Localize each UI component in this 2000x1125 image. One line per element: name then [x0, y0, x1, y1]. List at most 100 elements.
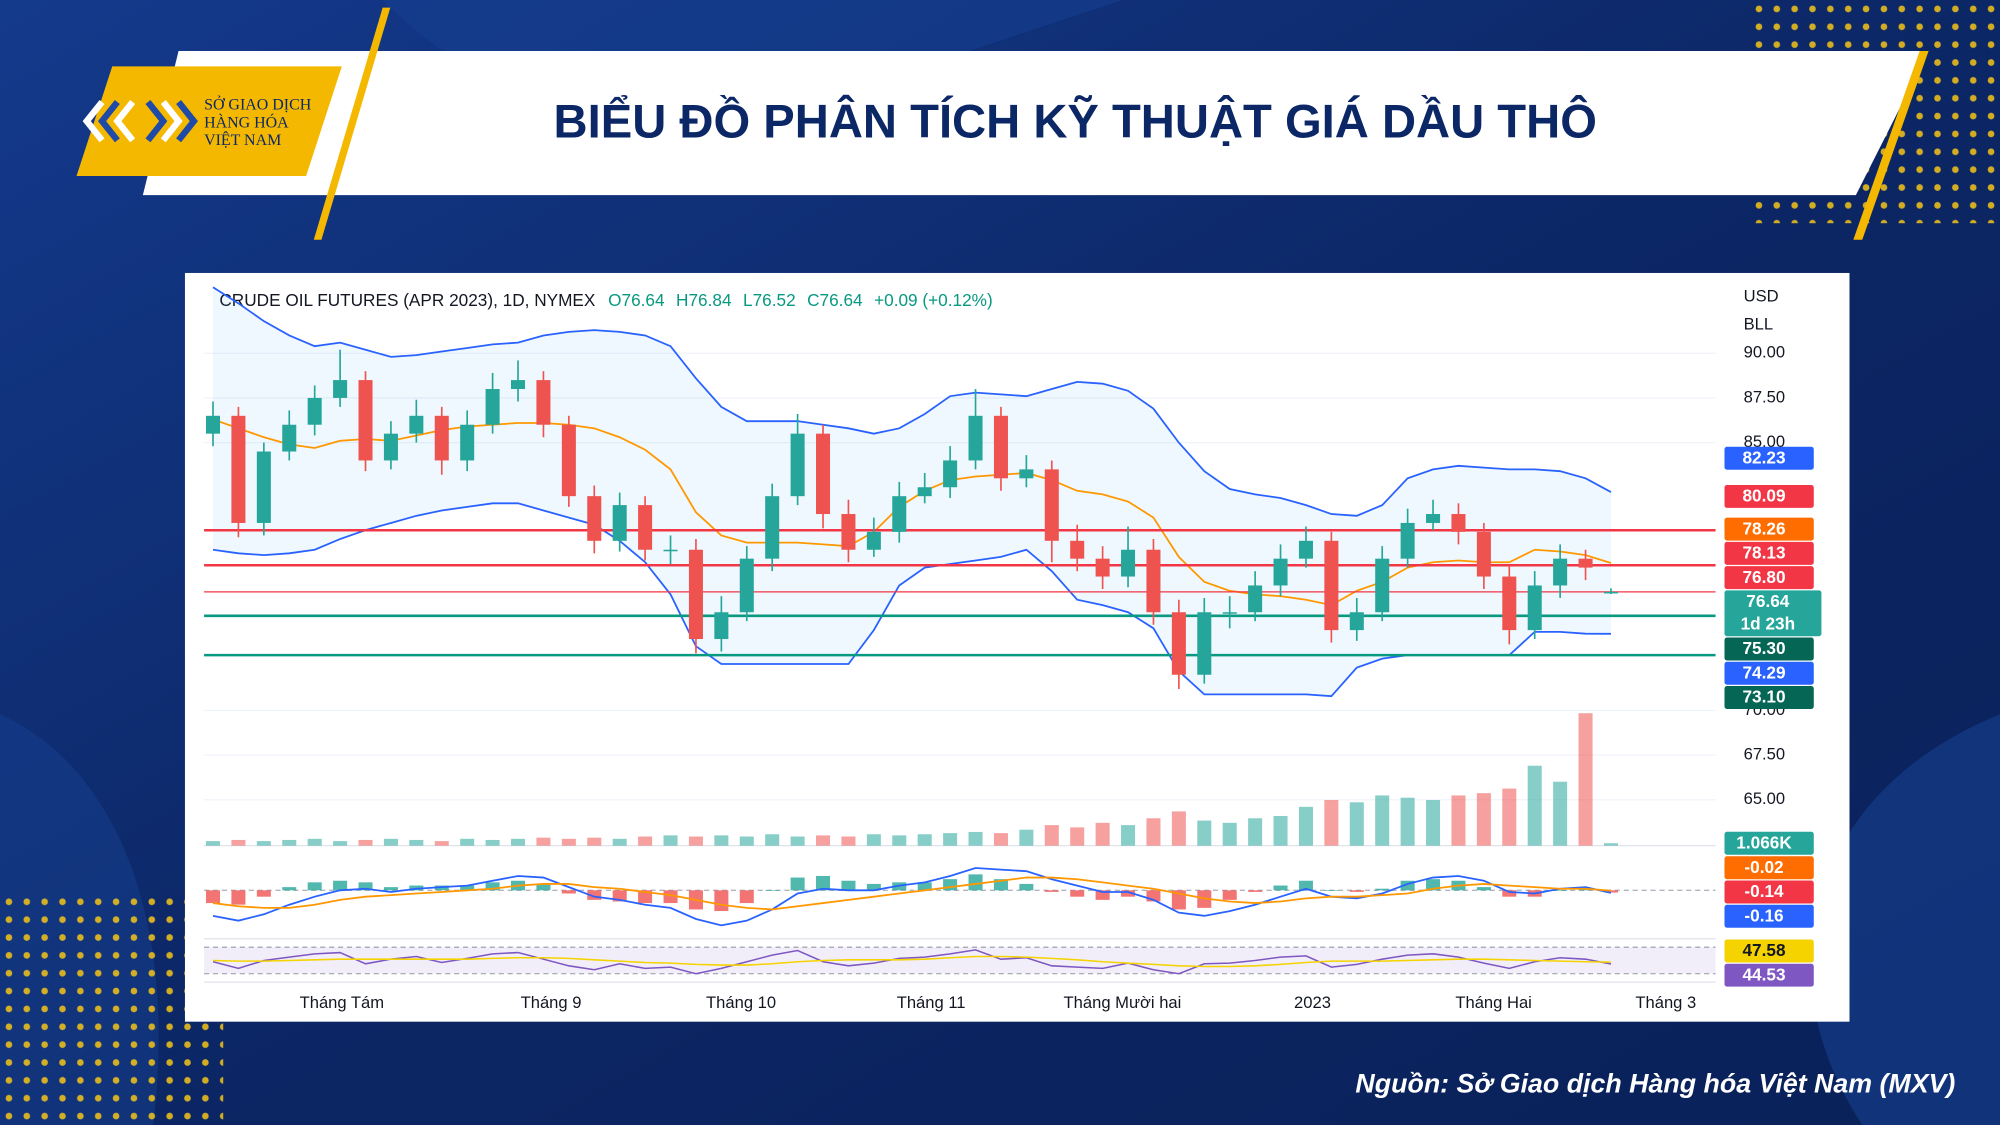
volume-bar [1222, 822, 1237, 846]
volume-bar [1451, 795, 1466, 846]
price-label: -0.16 [1744, 905, 1783, 925]
volume-bar [587, 837, 602, 846]
volume-bar [841, 836, 856, 846]
histogram-bar [1070, 890, 1085, 897]
volume-bar [1603, 843, 1618, 846]
histogram-bar [282, 887, 297, 891]
histogram-bar [1044, 890, 1059, 892]
candle-body [1400, 522, 1415, 559]
volume-bar [1121, 825, 1136, 846]
histogram-bar [841, 880, 856, 891]
price-label-box [1724, 831, 1814, 855]
histogram-bar [561, 890, 576, 894]
candle-body [485, 389, 500, 425]
histogram-bar [1095, 890, 1110, 900]
candle-body [1095, 558, 1110, 577]
price-label-countdown: 1d 23h [1741, 613, 1796, 633]
candle-body [1324, 540, 1339, 631]
histogram-bar [790, 877, 805, 891]
volume-bar [1070, 827, 1085, 846]
y-tick-label: 67.50 [1744, 744, 1786, 763]
volume-bar [1248, 818, 1263, 846]
series-line [212, 876, 1612, 911]
candle-body [688, 549, 703, 640]
price-label-box [1724, 904, 1814, 928]
volume-bar [866, 834, 881, 846]
volume-bar [282, 839, 297, 846]
price-label: 44.53 [1742, 964, 1785, 984]
histogram-bar [1298, 880, 1313, 891]
series-line [212, 955, 1611, 968]
volume-bar [612, 838, 627, 846]
volume-bar [765, 834, 780, 846]
x-tick-label: Tháng Tám [300, 993, 384, 1012]
volume-bar [688, 836, 703, 846]
volume-bar [1273, 815, 1288, 846]
volume-bar [1578, 713, 1593, 846]
volume-bar [917, 834, 932, 846]
price-label: 73.10 [1742, 687, 1785, 707]
volume-bar [993, 833, 1008, 846]
candle-body [943, 460, 958, 488]
series-line [212, 949, 1612, 975]
candle-body [638, 505, 653, 550]
candle-body [1121, 549, 1136, 577]
volume-bar [663, 835, 678, 846]
candle-body [383, 433, 398, 461]
logo-mark [82, 100, 198, 143]
axis-unit: USD [1744, 287, 1779, 306]
histogram-bar [1400, 880, 1415, 891]
page-title: BIỂU ĐỒ PHÂN TÍCH KỸ THUẬT GIÁ DẦU THÔ [554, 93, 1597, 148]
logo-text: SỞ GIAO DỊCH [204, 95, 312, 114]
price-label-box [1724, 446, 1814, 470]
price-label: 1.066K [1736, 832, 1792, 852]
legend-value: +0.09 (+0.12%) [874, 290, 993, 310]
price-label: 80.09 [1742, 486, 1785, 506]
x-tick-label: Tháng Hai [1455, 993, 1531, 1012]
price-label: 47.58 [1742, 940, 1785, 960]
volume-bar [1400, 797, 1415, 846]
series-line [212, 286, 1612, 517]
histogram-bar [1273, 885, 1288, 891]
x-tick-label: Tháng 10 [706, 993, 776, 1012]
volume-bar [1019, 829, 1034, 846]
volume-bar [307, 838, 322, 846]
price-label-box [1724, 484, 1814, 508]
logo-panel [76, 66, 342, 177]
candle-body [765, 496, 780, 559]
candle-body [841, 514, 856, 550]
price-label-box [1724, 541, 1814, 565]
volume-bar [892, 835, 907, 846]
candle-body [358, 380, 373, 461]
candle-body [561, 424, 576, 497]
histogram-bar [1324, 890, 1339, 891]
volume-bar [1502, 788, 1517, 846]
histogram-bar [1146, 890, 1161, 902]
candle-body [1248, 585, 1263, 613]
price-label: 78.26 [1742, 518, 1785, 538]
histogram-bar [1553, 890, 1568, 891]
accent-slash [1853, 51, 1929, 240]
histogram-bar [1426, 879, 1441, 891]
volume-bar [511, 838, 526, 846]
candle-body [993, 415, 1008, 479]
histogram-bar [1171, 890, 1186, 910]
candle-body [1476, 531, 1491, 577]
accent-slash [313, 7, 391, 240]
histogram-bar [714, 890, 729, 912]
volume-bar [256, 841, 271, 846]
chart-legend: CRUDE OIL FUTURES (APR 2023), 1D, NYMEX O… [219, 290, 992, 310]
volume-bar [1298, 806, 1313, 846]
header-banner [142, 51, 1929, 196]
volume-bar [460, 838, 475, 846]
series-line [212, 867, 1612, 927]
logo-text: HÀNG HÓA [204, 112, 289, 131]
price-label-box [1724, 637, 1814, 661]
candle-body [1171, 612, 1186, 675]
candle-body [968, 415, 983, 461]
y-tick-label: 85.00 [1744, 432, 1786, 451]
histogram-bar [1121, 890, 1136, 897]
price-label-box [1724, 963, 1814, 987]
histogram-bar [256, 890, 271, 897]
